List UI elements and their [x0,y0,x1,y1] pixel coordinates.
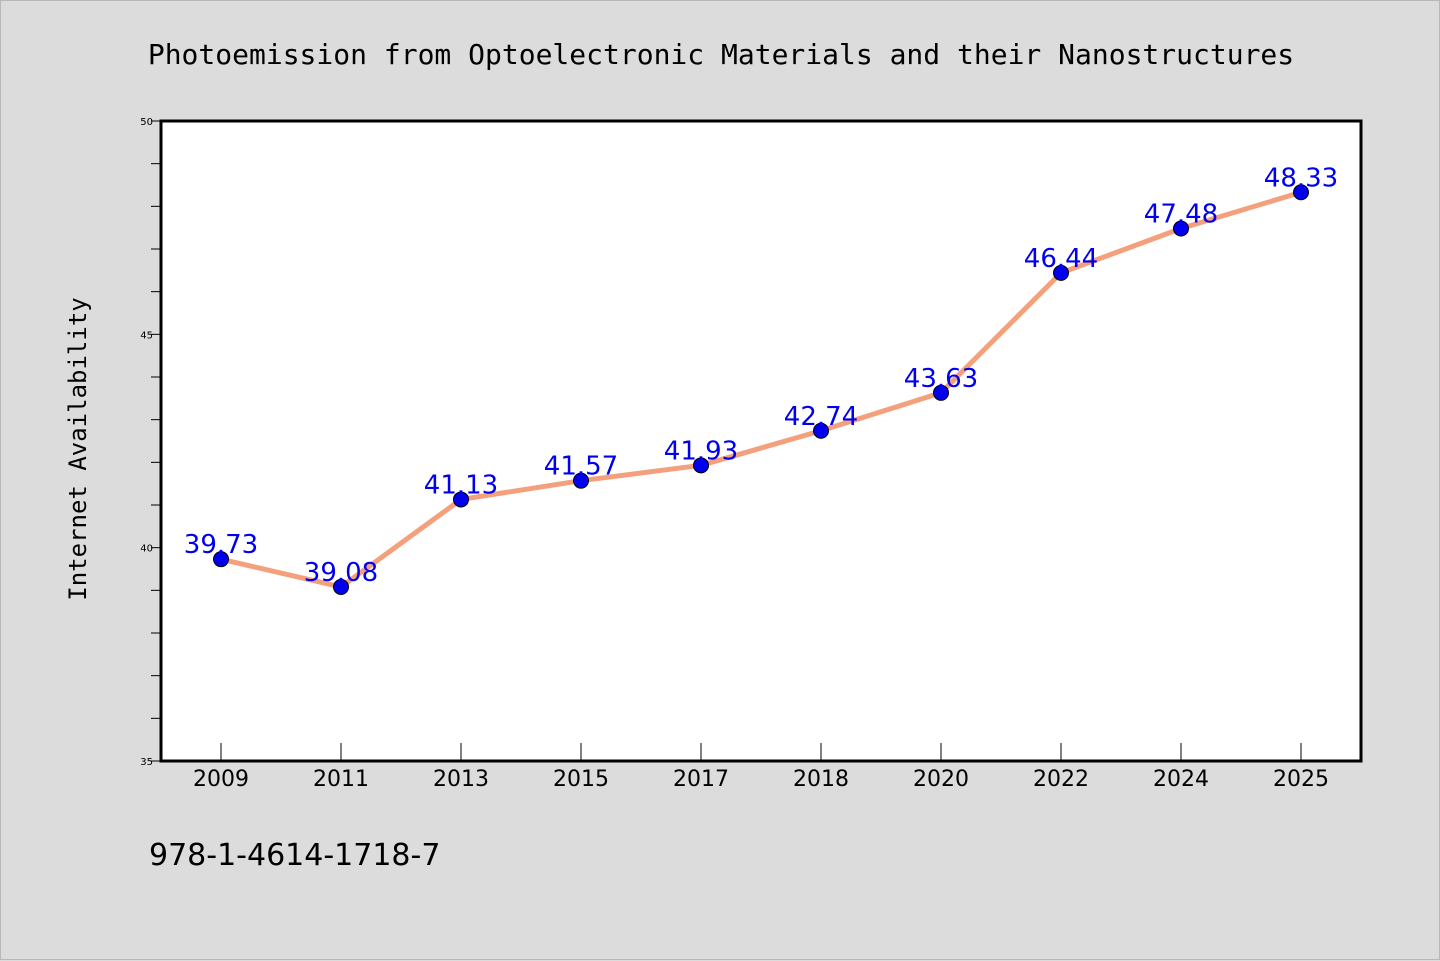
x-tick-label: 2020 [913,767,969,792]
isbn-footnote: 978-1-4614-1718-7 [149,838,440,873]
x-tick-label: 2009 [193,767,249,792]
plot-border [159,119,1363,763]
x-tick-label: 2022 [1033,767,1089,792]
data-label: 48.33 [1264,163,1338,193]
y-axis-label: Internet Availability [64,297,92,600]
data-point [1173,220,1189,237]
x-tick-label: 2024 [1153,767,1209,792]
data-point [333,578,349,595]
data-point [933,384,949,401]
data-label: 41.93 [664,436,738,466]
x-tick-label: 2018 [793,767,849,792]
x-tick-label: 2015 [553,767,609,792]
data-point [1053,264,1069,281]
data-point [573,472,589,489]
data-label: 47.48 [1144,200,1218,230]
x-axis-ticks: 2009 2011 2013 2015 2017 2018 2020 2022 2024 2025 [193,743,1329,792]
data-label: 41.57 [544,452,618,482]
x-tick-label: 2011 [313,767,369,792]
chart-title: Photoemission from Optoelectronic Materi… [148,38,1294,71]
y-minor-ticks [151,163,161,719]
y-tick-label: 45 [140,330,153,341]
data-label: 46.44 [1024,244,1098,274]
data-point [1293,184,1309,201]
data-label: 42.74 [784,402,858,432]
data-point [453,491,469,508]
y-tick-label: 40 [140,544,153,555]
x-tick-label: 2013 [433,767,489,792]
series-layer: 39.73 39.08 41.13 41.57 41.93 42.74 43.63 46.44… [184,163,1338,595]
data-label: 39.73 [184,530,258,560]
data-label: 41.13 [424,470,498,500]
series-line [218,189,1304,590]
x-tick-label: 2025 [1273,767,1329,792]
data-label: 39.08 [304,558,378,588]
data-point [693,457,709,474]
plot-area [161,121,1361,761]
data-label: 43.63 [904,364,978,394]
y-tick-label: 35 [140,757,153,768]
y-axis-ticks: 35 40 45 50 [140,117,161,768]
y-tick-label: 50 [140,117,153,128]
data-point [213,551,229,568]
x-tick-label: 2017 [673,767,729,792]
data-point [813,422,829,439]
